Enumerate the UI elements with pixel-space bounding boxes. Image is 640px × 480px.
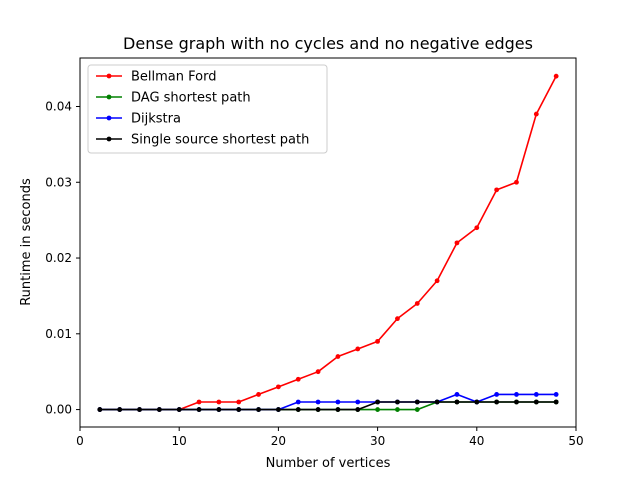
data-point [335, 407, 341, 412]
data-point [494, 187, 500, 193]
data-point [295, 399, 301, 405]
data-point [414, 301, 420, 306]
data-point [315, 369, 321, 375]
data-point [276, 384, 281, 390]
data-point [315, 407, 321, 412]
y-tick-label: 0.02 [45, 251, 72, 265]
y-tick-label: 0.00 [45, 403, 72, 417]
data-point [533, 111, 539, 117]
x-tick-label: 10 [172, 434, 187, 448]
y-tick-label: 0.04 [45, 99, 72, 113]
plot-area [97, 73, 559, 412]
data-point [355, 346, 361, 352]
data-point [375, 338, 380, 344]
data-point [434, 399, 440, 405]
data-point [375, 399, 380, 405]
x-axis: 0 10 20 30 40 50 [76, 427, 584, 448]
data-point [454, 399, 460, 405]
data-point [216, 407, 222, 412]
legend: Bellman Ford DAG shortest path Dijkstra Sin… [87, 64, 328, 154]
data-point [335, 354, 341, 359]
data-point [494, 392, 500, 397]
data-point [256, 407, 261, 412]
x-tick-label: 30 [370, 434, 385, 448]
x-axis-label: Number of vertices [266, 456, 391, 471]
data-point [514, 179, 519, 185]
data-point [156, 407, 162, 412]
data-point [97, 407, 103, 412]
y-tick-label: 0.03 [45, 175, 72, 189]
data-point [335, 399, 341, 405]
legend-label: DAG shortest path [131, 91, 251, 106]
data-point [454, 392, 460, 397]
legend-label: Bellman Ford [131, 70, 216, 85]
data-point [553, 392, 559, 397]
y-axis-label: Runtime in seconds [19, 178, 34, 306]
x-tick-label: 50 [568, 434, 583, 448]
data-point [295, 376, 301, 382]
data-point [474, 399, 480, 405]
data-point [117, 407, 123, 412]
legend-box [87, 64, 328, 154]
data-point [395, 399, 400, 405]
data-point [514, 392, 519, 397]
data-point [553, 73, 559, 79]
data-point [256, 392, 261, 397]
data-point [533, 399, 539, 405]
legend-label: Single source shortest path [131, 133, 309, 148]
data-point [295, 407, 301, 412]
data-point [196, 399, 202, 405]
legend-marker [106, 115, 112, 121]
y-tick-label: 0.01 [45, 327, 72, 341]
x-tick-label: 20 [271, 434, 286, 448]
data-point [434, 278, 440, 284]
data-point [553, 399, 559, 405]
data-point [414, 399, 420, 405]
data-point [414, 407, 420, 412]
data-point [276, 407, 281, 412]
data-point [216, 399, 222, 405]
data-point [137, 407, 142, 412]
plot-frame [79, 57, 577, 428]
data-point [474, 225, 480, 231]
y-axis: 0.00 0.01 0.02 0.03 0.04 [45, 99, 80, 417]
data-point [395, 407, 400, 412]
data-point [375, 407, 380, 412]
data-point [236, 407, 242, 412]
x-tick-label: 40 [469, 434, 484, 448]
data-point [533, 392, 539, 397]
data-point [315, 399, 321, 405]
data-point [196, 407, 202, 412]
legend-marker [106, 73, 112, 79]
chart-title: Dense graph with no cycles and no negati… [123, 34, 533, 53]
data-point [494, 399, 500, 405]
legend-marker [106, 94, 112, 100]
series-line [99, 401, 557, 411]
series-3 [97, 399, 559, 412]
x-tick-label: 0 [76, 434, 84, 448]
data-point [395, 316, 400, 322]
legend-marker [106, 136, 112, 142]
data-point [514, 399, 519, 405]
legend-label: Dijkstra [131, 112, 181, 127]
data-point [355, 407, 361, 412]
data-point [176, 407, 182, 412]
data-point [355, 399, 361, 405]
data-point [236, 399, 242, 405]
data-point [454, 240, 460, 246]
